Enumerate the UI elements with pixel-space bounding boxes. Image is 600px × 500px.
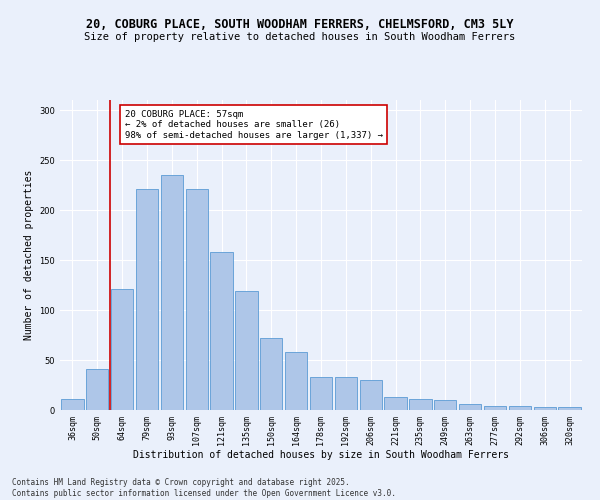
Y-axis label: Number of detached properties: Number of detached properties bbox=[24, 170, 34, 340]
X-axis label: Distribution of detached houses by size in South Woodham Ferrers: Distribution of detached houses by size … bbox=[133, 450, 509, 460]
Bar bbox=[533, 407, 556, 410]
Text: 20, COBURG PLACE, SOUTH WOODHAM FERRERS, CHELMSFORD, CM3 5LY: 20, COBURG PLACE, SOUTH WOODHAM FERRERS,… bbox=[86, 18, 514, 30]
Bar bbox=[310, 377, 332, 410]
Bar bbox=[409, 399, 431, 410]
Bar bbox=[260, 338, 283, 410]
Bar bbox=[86, 369, 109, 410]
Text: 20 COBURG PLACE: 57sqm
← 2% of detached houses are smaller (26)
98% of semi-deta: 20 COBURG PLACE: 57sqm ← 2% of detached … bbox=[125, 110, 383, 140]
Bar bbox=[211, 252, 233, 410]
Bar bbox=[185, 189, 208, 410]
Text: Contains HM Land Registry data © Crown copyright and database right 2025.
Contai: Contains HM Land Registry data © Crown c… bbox=[12, 478, 396, 498]
Bar bbox=[484, 406, 506, 410]
Text: Size of property relative to detached houses in South Woodham Ferrers: Size of property relative to detached ho… bbox=[85, 32, 515, 42]
Bar bbox=[285, 352, 307, 410]
Bar bbox=[136, 189, 158, 410]
Bar bbox=[335, 377, 357, 410]
Bar bbox=[459, 404, 481, 410]
Bar bbox=[235, 291, 257, 410]
Bar bbox=[559, 407, 581, 410]
Bar bbox=[161, 175, 183, 410]
Bar bbox=[359, 380, 382, 410]
Bar bbox=[61, 399, 83, 410]
Bar bbox=[111, 289, 133, 410]
Bar bbox=[385, 397, 407, 410]
Bar bbox=[509, 406, 531, 410]
Bar bbox=[434, 400, 457, 410]
